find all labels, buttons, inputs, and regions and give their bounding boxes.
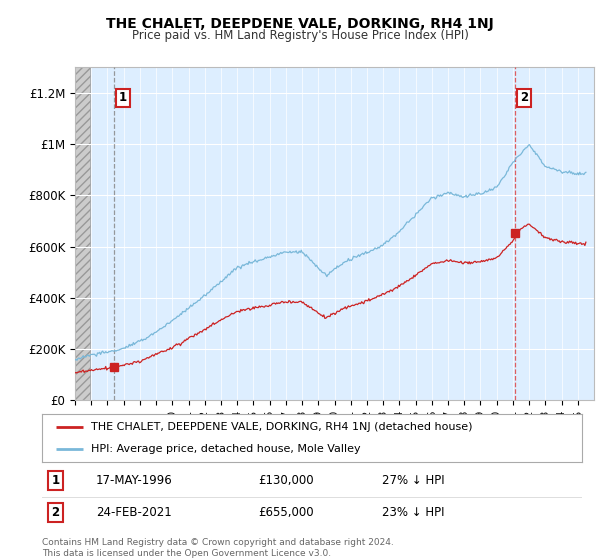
Text: 23% ↓ HPI: 23% ↓ HPI (382, 506, 445, 519)
Text: THE CHALET, DEEPDENE VALE, DORKING, RH4 1NJ: THE CHALET, DEEPDENE VALE, DORKING, RH4 … (106, 17, 494, 31)
Text: 27% ↓ HPI: 27% ↓ HPI (382, 474, 445, 487)
Text: 2: 2 (52, 506, 59, 519)
Bar (75, 67, 90, 400)
Text: £130,000: £130,000 (258, 474, 314, 487)
Text: 2: 2 (520, 91, 528, 105)
Text: THE CHALET, DEEPDENE VALE, DORKING, RH4 1NJ (detached house): THE CHALET, DEEPDENE VALE, DORKING, RH4 … (91, 422, 472, 432)
Text: 24-FEB-2021: 24-FEB-2021 (96, 506, 172, 519)
Text: 1: 1 (118, 91, 127, 105)
Text: £655,000: £655,000 (258, 506, 314, 519)
Text: 17-MAY-1996: 17-MAY-1996 (96, 474, 173, 487)
Text: Contains HM Land Registry data © Crown copyright and database right 2024.
This d: Contains HM Land Registry data © Crown c… (42, 538, 394, 558)
Text: HPI: Average price, detached house, Mole Valley: HPI: Average price, detached house, Mole… (91, 444, 360, 454)
Text: 1: 1 (52, 474, 59, 487)
Text: Price paid vs. HM Land Registry's House Price Index (HPI): Price paid vs. HM Land Registry's House … (131, 29, 469, 42)
